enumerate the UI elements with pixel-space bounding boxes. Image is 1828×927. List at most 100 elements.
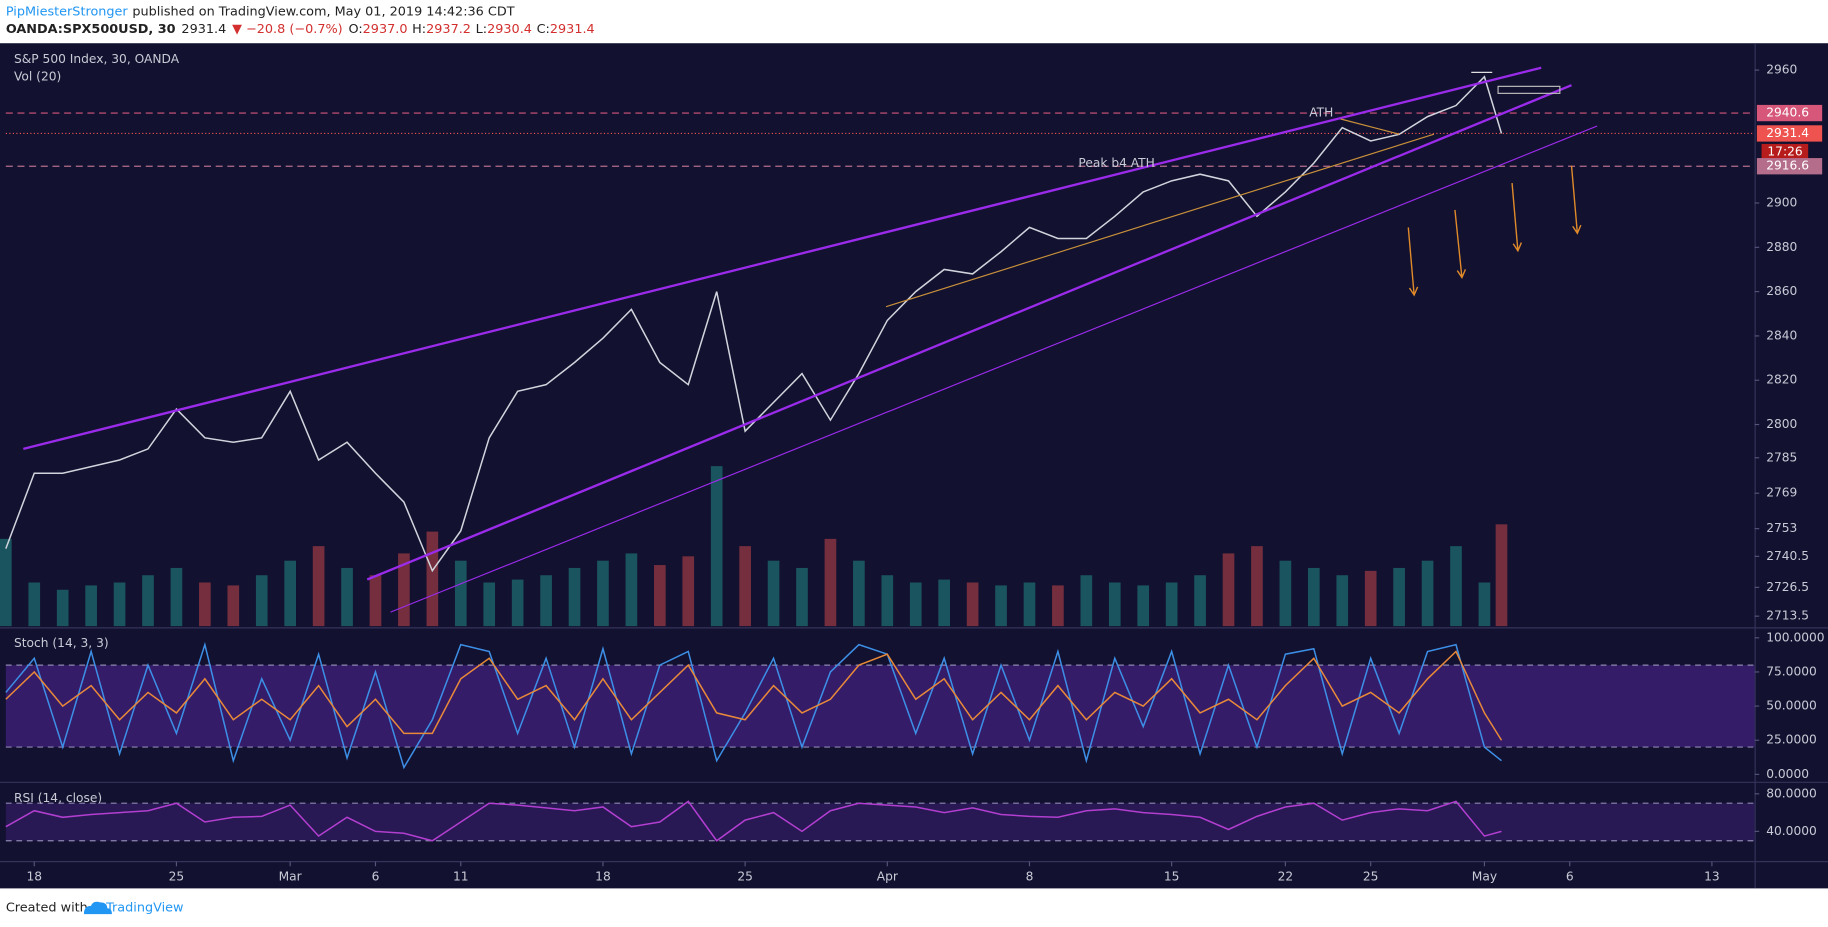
arrow xyxy=(1454,209,1467,280)
y-tick-label: 75.0000 xyxy=(1766,664,1817,678)
volume-bar xyxy=(255,575,268,627)
ohlc-label: C: xyxy=(537,22,550,37)
volume-bar xyxy=(653,565,666,627)
published: published on TradingView.com, May 01, 20… xyxy=(132,4,514,19)
volume-bar xyxy=(824,538,837,627)
chart-title: S&P 500 Index, 30, OANDA xyxy=(14,52,180,66)
volume-bar xyxy=(568,567,581,627)
marker-box xyxy=(1497,85,1561,94)
volume-bar xyxy=(1222,553,1235,627)
last: 2931.4 xyxy=(181,22,226,37)
ohlc-value: 2937.2 xyxy=(426,22,471,37)
x-tick-label: 18 xyxy=(595,869,611,883)
x-tick-label: 6 xyxy=(372,869,380,883)
volume-bar xyxy=(1279,560,1292,627)
y-tick-label: 80.0000 xyxy=(1766,786,1817,800)
ohlc-label: O: xyxy=(348,22,362,37)
y-tick-label: 25.0000 xyxy=(1766,733,1817,747)
ohlc-label: L: xyxy=(476,22,487,37)
pane-title: RSI (14, close) xyxy=(14,791,102,805)
volume-bar xyxy=(540,575,552,627)
countdown: 17:26 xyxy=(1767,145,1802,159)
x-tick-label: 25 xyxy=(737,869,753,883)
volume-bar xyxy=(227,585,240,627)
price-tag-label: 2931.4 xyxy=(1766,126,1809,140)
x-tick-label: Mar xyxy=(279,869,303,883)
y-tick-label: 100.0000 xyxy=(1766,630,1824,644)
y-tick-label: 2713.5 xyxy=(1766,609,1809,623)
annotation: Peak b4 ATH xyxy=(1078,156,1154,170)
volume-bar xyxy=(0,538,12,627)
volume-bar xyxy=(938,579,950,627)
y-tick-label: 2840 xyxy=(1766,328,1797,342)
countdown-bg xyxy=(1761,143,1809,161)
band-fill xyxy=(5,803,1755,841)
volume-bar xyxy=(369,575,382,627)
y-tick-label: 50.0000 xyxy=(1766,699,1817,713)
x-tick-label: Apr xyxy=(877,869,899,883)
volume-bar xyxy=(483,582,496,627)
volume-bar xyxy=(1336,575,1349,627)
annotation: ATH xyxy=(1309,106,1333,120)
author[interactable]: PipMiesterStronger xyxy=(6,4,129,19)
logo[interactable] xyxy=(83,901,112,915)
chart-bg xyxy=(0,43,1828,889)
y-tick-label: 0.0000 xyxy=(1766,767,1809,781)
trend-line xyxy=(390,125,1598,613)
volume-bar xyxy=(995,585,1007,627)
footer-text: Created with xyxy=(6,901,88,916)
x-tick-label: 11 xyxy=(453,869,469,883)
header-line: PipMiesterStronger published on TradingVi… xyxy=(6,4,515,19)
x-tick-label: 8 xyxy=(1026,869,1034,883)
trend-line xyxy=(23,66,1542,451)
arrows xyxy=(1407,165,1582,297)
trend-line xyxy=(885,133,1435,308)
symbol: OANDA:SPX500USD, 30 xyxy=(6,22,176,37)
x-tick-label: 15 xyxy=(1164,869,1180,883)
y-tick-label: 2785 xyxy=(1766,450,1797,464)
footer-bg xyxy=(0,888,1828,927)
y-tick-label: 2880 xyxy=(1766,240,1797,254)
volume-bar xyxy=(1364,570,1377,627)
x-tick-label: 25 xyxy=(169,869,185,883)
x-tick-label: 13 xyxy=(1704,869,1720,883)
volume-bar xyxy=(1023,582,1036,627)
chart-subtitle: Vol (20) xyxy=(14,70,61,84)
volume-bar xyxy=(853,560,865,627)
volume-bar xyxy=(1421,560,1434,627)
volume-bar xyxy=(1307,567,1320,627)
ohlc-label: H: xyxy=(412,22,426,37)
volume-bar xyxy=(426,531,439,627)
volume-bar xyxy=(710,466,723,627)
volume-bar xyxy=(597,560,609,627)
price-tag xyxy=(1756,158,1823,175)
volume-bar xyxy=(284,560,297,627)
volume-bar xyxy=(85,585,97,627)
volume-bar xyxy=(28,582,41,627)
volume-bar xyxy=(170,567,183,627)
brand[interactable]: TradingView xyxy=(105,901,183,916)
y-tick-label: 2820 xyxy=(1766,373,1797,387)
volume-bar xyxy=(1052,585,1064,627)
drawings xyxy=(23,66,1598,613)
trend-line xyxy=(366,84,1572,581)
volume-bar xyxy=(909,582,922,627)
volume-bar xyxy=(796,567,808,627)
y-tick-label: 2740.5 xyxy=(1766,549,1809,563)
x-tick-label: 6 xyxy=(1566,869,1574,883)
y-tick-label: 2800 xyxy=(1766,417,1797,431)
ohlc-value: 2937.0 xyxy=(363,22,408,37)
volume-bar xyxy=(1108,582,1121,627)
y-tick-label: 2960 xyxy=(1766,63,1797,77)
series-line xyxy=(5,800,1502,842)
volume-bar xyxy=(113,582,126,627)
volume-bar xyxy=(1194,575,1206,627)
band-fill xyxy=(5,665,1755,748)
y-tick-label: 2769 xyxy=(1766,486,1797,500)
quote-line: OANDA:SPX500USD, 30 2931.4 ▼ −20.8 (−0.7%)… xyxy=(6,22,595,37)
volume-bar xyxy=(1251,546,1263,627)
trend-line xyxy=(1340,118,1400,135)
volume-bar xyxy=(1393,567,1405,627)
volume-bar xyxy=(511,579,524,627)
arrow xyxy=(1570,165,1582,235)
